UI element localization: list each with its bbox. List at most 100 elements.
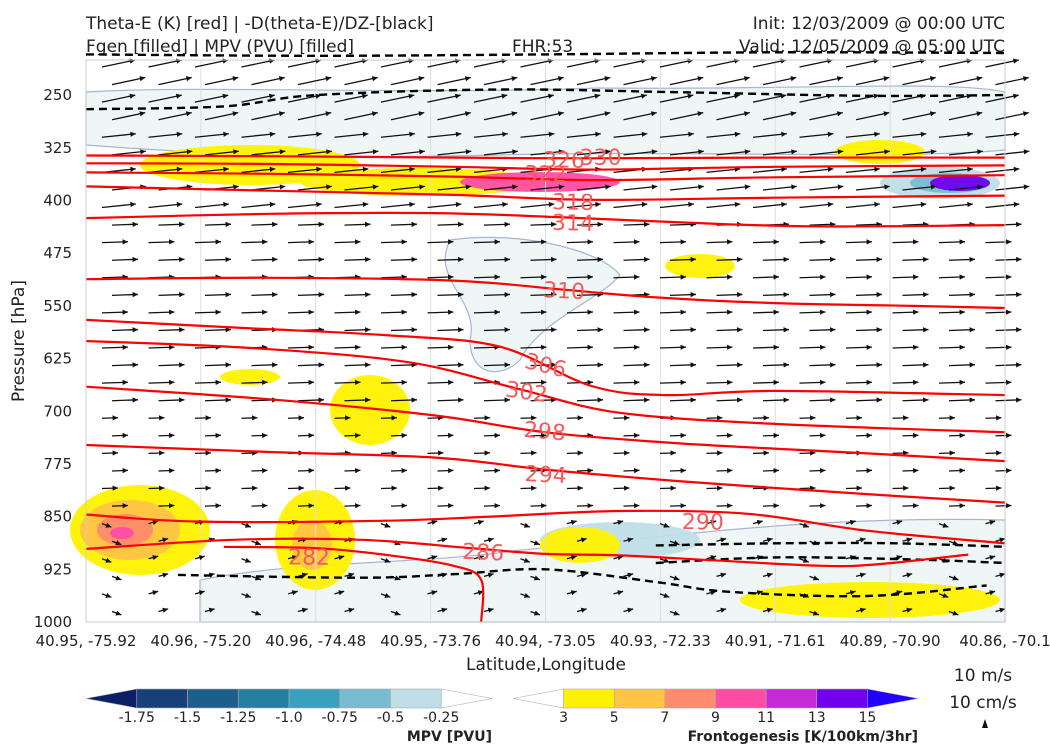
wind-vector-head — [316, 131, 322, 137]
wind-vector-head — [644, 362, 650, 368]
theta-e-label: 298 — [523, 418, 567, 447]
wind-vector-head — [969, 327, 975, 333]
mpv-colorbar-tick: -0.25 — [423, 710, 459, 726]
wind-vector-head — [773, 379, 779, 385]
wind-vector — [148, 133, 183, 138]
fgen-colorbar-segment — [816, 688, 868, 709]
wind-vector-head — [634, 344, 640, 350]
wind-vector — [752, 168, 787, 174]
wind-vector-head — [727, 344, 733, 350]
wind-vector-head — [448, 432, 454, 439]
wind-vector-head — [244, 522, 251, 528]
wind-vector — [985, 94, 1019, 103]
wind-vector-head — [597, 256, 603, 263]
wind-vector-head — [999, 607, 1006, 613]
wind-vector-head — [923, 362, 929, 368]
wind-vector-head — [223, 166, 229, 172]
wind-vector-head — [362, 201, 369, 208]
wind-vector-head — [577, 415, 583, 421]
wind-vector-head — [595, 201, 601, 208]
wind-vector — [483, 76, 518, 86]
wind-vector-head — [913, 379, 919, 385]
wind-vector-head — [179, 256, 185, 263]
wind-vector-head — [431, 555, 438, 561]
wind-vector-head — [680, 239, 686, 245]
y-tick-label: 700 — [43, 402, 72, 420]
wind-vector-head — [504, 256, 510, 263]
x-tick-label: 40.94, -73.05 — [495, 632, 596, 650]
wind-vector-head — [913, 274, 919, 280]
wind-vector-head — [710, 519, 717, 525]
wind-vector — [623, 185, 658, 191]
wind-vector-head — [454, 93, 461, 99]
wind-vector-head — [411, 221, 417, 227]
wind-vector-head — [698, 149, 704, 155]
wind-vector-head — [866, 468, 872, 474]
wind-vector-head — [169, 432, 175, 439]
wind-vector-head — [680, 379, 686, 385]
wind-vector-head — [533, 610, 540, 616]
forecast-hour: FHR:53 — [512, 37, 574, 57]
wind-vector-head — [272, 362, 278, 368]
wind-vector — [845, 133, 880, 138]
wind-vector — [427, 94, 461, 103]
wind-vector-head — [438, 450, 444, 456]
wind-vector — [659, 133, 694, 138]
wind-vector-head — [394, 610, 401, 616]
theta-e-contour — [85, 162, 1006, 171]
theta-e-contour — [223, 545, 485, 623]
wind-vector-head — [511, 76, 518, 82]
wind-vector — [566, 133, 601, 138]
wind-vector-head — [448, 379, 454, 385]
wind-vector — [669, 76, 704, 86]
wind-vector — [427, 59, 461, 68]
wind-vector-head — [355, 344, 361, 350]
wind-vector-head — [1012, 58, 1019, 64]
wind-vector-head — [355, 503, 361, 509]
wind-vector-head — [959, 379, 965, 385]
wind-vector — [799, 59, 833, 68]
wind-vector — [241, 203, 276, 209]
wind-vector-head — [384, 593, 391, 598]
wind-vector — [344, 112, 378, 121]
wind-vector-head — [605, 149, 611, 155]
wind-vector-head — [810, 415, 816, 421]
wind-vector-head — [624, 485, 630, 491]
wind-vector-head — [418, 76, 425, 82]
wind-vector-head — [244, 593, 251, 598]
wind-vector-head — [112, 450, 118, 456]
y-tick-label: 925 — [43, 560, 72, 578]
wind-vector-head — [773, 503, 779, 509]
wind-vector-head — [1006, 379, 1012, 385]
wind-vector-head — [205, 485, 211, 491]
x-tick-label: 40.96, -74.48 — [265, 632, 366, 650]
wind-vector — [287, 94, 322, 103]
wind-vector — [716, 150, 751, 156]
wind-vector — [334, 94, 368, 103]
wind-vector-head — [1006, 503, 1012, 509]
wind-vector-head — [1022, 76, 1029, 82]
wind-vector-head — [262, 379, 268, 385]
wind-vector-head — [176, 131, 183, 137]
fgen-colorbar-segment — [715, 688, 767, 709]
wind-vector — [287, 133, 322, 138]
wind-vector-head — [836, 111, 843, 117]
wind-vector-head — [441, 537, 448, 543]
wind-vector — [706, 59, 740, 68]
wind-vector-head — [690, 362, 696, 368]
fgen-colorbar-segment — [613, 688, 666, 709]
wind-vector — [938, 203, 973, 209]
wind-vector-head — [504, 221, 510, 227]
wind-vectors — [101, 58, 1030, 616]
wind-vector-head — [215, 379, 221, 385]
wind-vector — [855, 112, 890, 121]
mpv-colorbar-segment — [390, 688, 442, 709]
wind-vector-head — [458, 292, 464, 298]
wind-vector — [111, 112, 146, 121]
wind-vector — [380, 168, 415, 174]
mpv-colorbar-tick: -1.75 — [119, 710, 155, 726]
wind-vector-head — [680, 344, 686, 350]
wind-vector-head — [179, 327, 185, 333]
wind-vector-head — [262, 468, 268, 474]
wind-vector-head — [766, 572, 773, 578]
